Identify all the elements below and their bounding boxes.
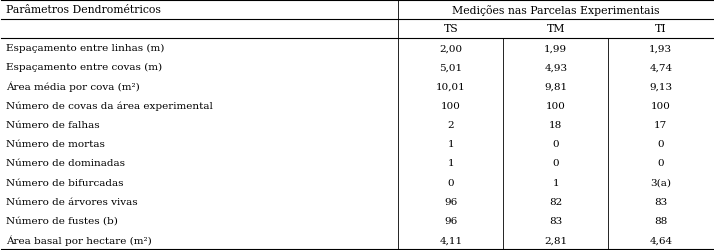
Text: 5,01: 5,01	[439, 63, 463, 72]
Text: 4,74: 4,74	[649, 63, 673, 72]
Text: 3(a): 3(a)	[650, 178, 671, 187]
Text: 2,00: 2,00	[439, 44, 463, 53]
Text: Número de mortas: Número de mortas	[6, 140, 105, 148]
Text: Espaçamento entre linhas (m): Espaçamento entre linhas (m)	[6, 44, 165, 53]
Text: 100: 100	[545, 102, 565, 110]
Text: 4,64: 4,64	[649, 235, 673, 244]
Text: 96: 96	[444, 216, 458, 225]
Text: Área basal por hectare (m²): Área basal por hectare (m²)	[6, 234, 152, 245]
Text: Área média por cova (m²): Área média por cova (m²)	[6, 82, 140, 92]
Text: Parâmetros Dendrométricos: Parâmetros Dendrométricos	[6, 5, 161, 15]
Text: 83: 83	[654, 197, 668, 206]
Text: 0: 0	[448, 178, 454, 187]
Text: 1,93: 1,93	[649, 44, 673, 53]
Text: Número de falhas: Número de falhas	[6, 120, 100, 130]
Text: Medições nas Parcelas Experimentais: Medições nas Parcelas Experimentais	[452, 5, 660, 16]
Text: 18: 18	[549, 120, 563, 130]
Text: 82: 82	[549, 197, 563, 206]
Text: 0: 0	[553, 159, 559, 168]
Text: 2,81: 2,81	[544, 235, 568, 244]
Text: 88: 88	[654, 216, 668, 225]
Text: 0: 0	[658, 159, 664, 168]
Text: 0: 0	[658, 140, 664, 148]
Text: 10,01: 10,01	[436, 82, 466, 91]
Text: 4,93: 4,93	[544, 63, 568, 72]
Text: Número de árvores vivas: Número de árvores vivas	[6, 197, 138, 206]
Text: 0: 0	[553, 140, 559, 148]
Text: 1: 1	[553, 178, 559, 187]
Text: 100: 100	[441, 102, 461, 110]
Text: Espaçamento entre covas (m): Espaçamento entre covas (m)	[6, 63, 163, 72]
Text: Número de bifurcadas: Número de bifurcadas	[6, 178, 124, 187]
Text: 2: 2	[448, 120, 454, 130]
Text: 1: 1	[448, 159, 454, 168]
Text: 9,81: 9,81	[544, 82, 568, 91]
Text: 1,99: 1,99	[544, 44, 568, 53]
Text: 83: 83	[549, 216, 563, 225]
Text: Número de covas da área experimental: Número de covas da área experimental	[6, 101, 213, 110]
Text: 100: 100	[651, 102, 670, 110]
Text: Número de dominadas: Número de dominadas	[6, 159, 126, 168]
Text: 96: 96	[444, 197, 458, 206]
Text: 9,13: 9,13	[649, 82, 673, 91]
Text: 17: 17	[654, 120, 668, 130]
Text: Número de fustes (b): Número de fustes (b)	[6, 216, 119, 225]
Text: TM: TM	[546, 24, 565, 34]
Text: TI: TI	[655, 24, 667, 34]
Text: TS: TS	[443, 24, 458, 34]
Text: 4,11: 4,11	[439, 235, 463, 244]
Text: 1: 1	[448, 140, 454, 148]
